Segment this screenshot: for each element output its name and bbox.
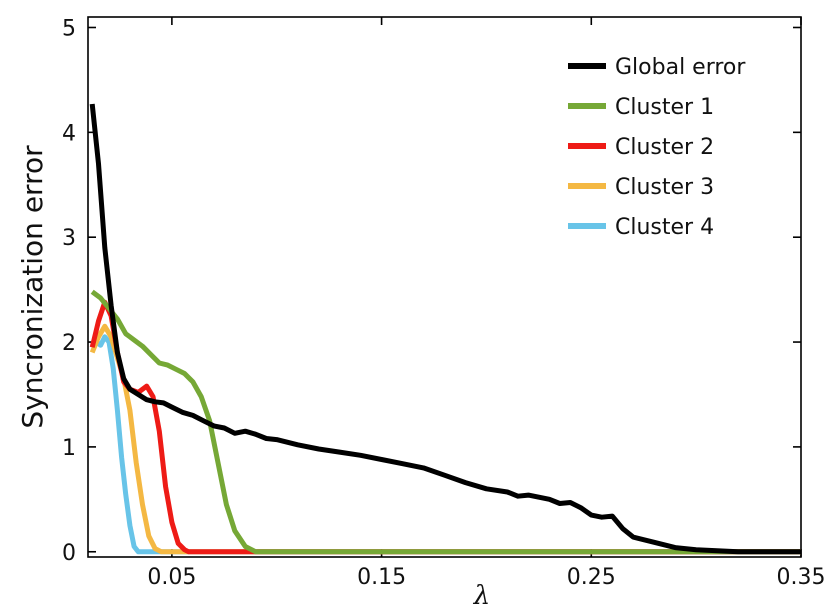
x-tick-label: 0.25	[567, 565, 616, 590]
legend: Global error Cluster 1 Cluster 2 Cluster 3 C…	[568, 55, 746, 240]
y-tick-label: 3	[62, 226, 76, 251]
legend-label-cluster-2: Cluster 2	[615, 135, 714, 160]
y-tick-label: 4	[62, 121, 76, 146]
y-tick-label: 1	[62, 436, 76, 461]
x-axis-title: λ	[473, 581, 490, 610]
series-lines	[89, 103, 801, 555]
series-line-global-error	[89, 103, 801, 555]
x-tick-label: 0.15	[357, 565, 406, 590]
legend-label-cluster-1: Cluster 1	[615, 95, 714, 120]
series-line-cluster-2	[89, 299, 801, 555]
plot-frame	[87, 16, 802, 558]
legend-label-cluster-3: Cluster 3	[615, 175, 714, 200]
y-tick-label: 5	[62, 16, 76, 41]
series-line-cluster-4	[91, 334, 801, 555]
legend-label-cluster-4: Cluster 4	[615, 215, 714, 240]
series-line-cluster-1	[90, 289, 801, 555]
series-line-cluster-3	[89, 323, 801, 555]
y-tick-label: 0	[62, 541, 76, 566]
tick-labels: 0.05 0.15 0.25 0.35 0 1 2 3 4 5	[62, 16, 825, 590]
y-axis-title: Syncronization error	[16, 145, 49, 429]
legend-label-global-error: Global error	[615, 55, 746, 80]
y-tick-label: 2	[62, 331, 76, 356]
x-tick-label: 0.05	[147, 565, 196, 590]
x-tick-label: 0.35	[777, 565, 826, 590]
